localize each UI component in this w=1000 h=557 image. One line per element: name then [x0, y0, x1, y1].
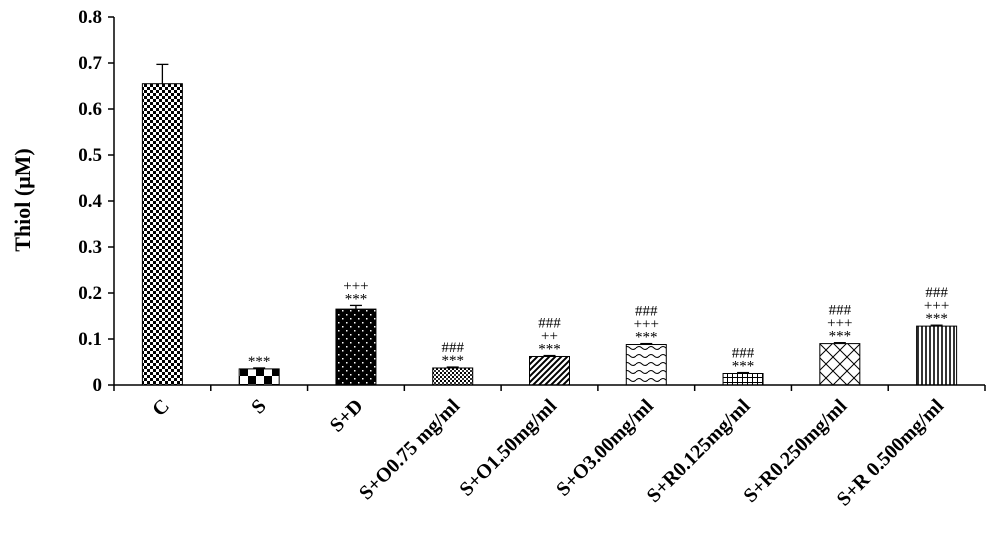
bar: [335, 308, 377, 386]
significance-label: ***: [925, 311, 948, 327]
y-axis-title: Thiol (μM): [10, 148, 35, 252]
y-tick-label: 0: [93, 375, 103, 396]
x-axis: C S S+DS+O0.75 mg/mlS+O1.50mg/mlS+O3.00mg/…: [113, 384, 986, 511]
significance-label: +++: [924, 298, 949, 314]
significance-label: ###: [538, 316, 561, 332]
x-tick-label: S+O0.75 mg/ml: [355, 395, 465, 505]
bar: [432, 367, 474, 386]
bar: [141, 83, 183, 386]
significance-label: ###: [925, 285, 948, 301]
x-tick-label: S+O1.50mg/ml: [455, 395, 561, 501]
y-tick-label: 0.1: [78, 329, 102, 350]
significance-label: +++: [634, 317, 659, 333]
y-tick-label: 0.2: [78, 283, 102, 304]
significance-label: ***: [829, 329, 852, 345]
significance-label: ***: [538, 342, 561, 358]
x-tick-label: S+R0.250mg/ml: [739, 395, 851, 507]
x-tick-label: S+R0.125mg/ml: [643, 395, 755, 507]
significance-label: ###: [732, 346, 755, 362]
y-tick-label: 0.7: [78, 53, 102, 74]
x-tick-label: S+R 0.500mg/ml: [833, 395, 949, 511]
y-tick-label: 0.6: [78, 99, 102, 120]
bar: [819, 343, 861, 386]
significance-label: ###: [635, 304, 658, 320]
significance-label: ***: [635, 330, 658, 346]
bar: [625, 344, 667, 386]
significance-label: ***: [248, 354, 271, 370]
significance-label: ++: [541, 329, 558, 345]
significance-label: +++: [343, 278, 368, 294]
y-tick-label: 0.3: [78, 237, 102, 258]
significance-label: ###: [441, 340, 464, 356]
y-tick-label: 0.5: [78, 145, 102, 166]
bar: [238, 368, 280, 386]
significance-label: ###: [829, 303, 852, 319]
x-tick-label: S+D: [326, 395, 368, 437]
significance-label: +++: [827, 316, 852, 332]
bar: [722, 373, 764, 386]
bar: [916, 325, 958, 386]
x-tick-label: C: [148, 395, 174, 421]
y-tick-label: 0.8: [78, 7, 102, 28]
significance-label: ***: [345, 291, 368, 307]
x-tick-label: S: [247, 395, 270, 418]
y-tick-label: 0.4: [78, 191, 102, 212]
y-axis: 0 0.1 0.2 0.3 0.4 0.5 0.6 0.7 0.8: [78, 7, 115, 396]
x-tick-label: S+O3.00mg/ml: [552, 395, 658, 501]
bar: [529, 355, 570, 386]
bars: ******+++***### ***++###***+++###***###**…: [141, 63, 958, 386]
significance-label: ***: [732, 359, 755, 375]
significance-label: ***: [441, 353, 464, 369]
